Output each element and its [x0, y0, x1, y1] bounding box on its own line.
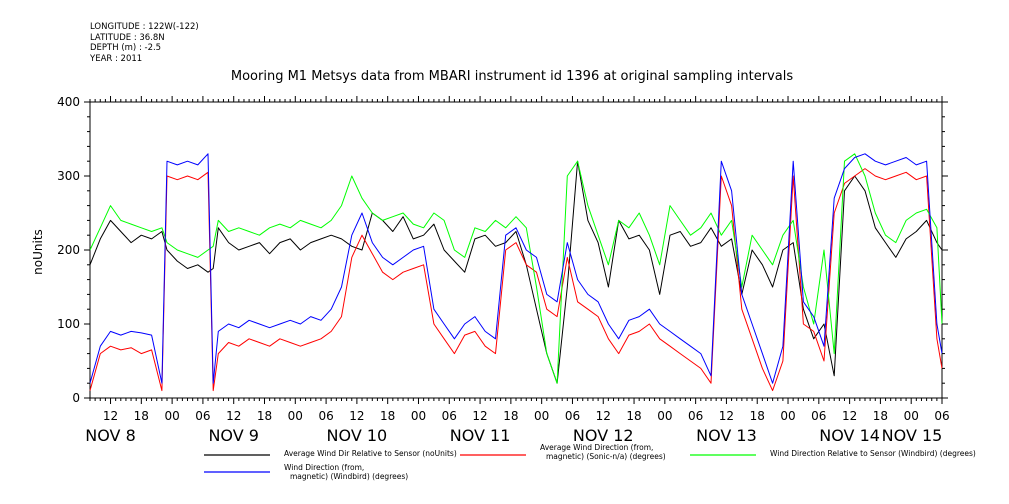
x-tick-label: 00 — [534, 409, 549, 423]
axis-group: 0 100 200 300 400 12 18 00 06 12 18 00 06 12 18 00 06 12 1… — [57, 95, 950, 445]
x-tick-label: 06 — [442, 409, 457, 423]
x-tick-label: 12 — [226, 409, 241, 423]
x-tick-label: 00 — [288, 409, 303, 423]
x-tick-label: 06 — [565, 409, 580, 423]
x-tick-label: 00 — [904, 409, 919, 423]
x-tick-label: 18 — [380, 409, 395, 423]
x-tick-label: 00 — [411, 409, 426, 423]
x-tick-label: 00 — [657, 409, 672, 423]
y-tick-label: 400 — [57, 95, 80, 109]
x-day-label: NOV 13 — [696, 426, 757, 445]
x-tick-label: 12 — [472, 409, 487, 423]
x-day-label: NOV 15 — [882, 426, 943, 445]
legend-label-1: magnetic) (Sonic-n/a) (degrees) — [546, 452, 666, 461]
x-tick-label: 18 — [503, 409, 518, 423]
legend-label-0: Average Wind Dir Relative to Sensor (noU… — [284, 449, 457, 458]
x-day-label: NOV 10 — [327, 426, 388, 445]
y-axis-label: noUnits — [31, 229, 45, 275]
series-line-0 — [89, 160, 943, 384]
y-tick-label: 100 — [57, 317, 80, 331]
y-tick-label: 0 — [72, 391, 80, 405]
x-tick-label: 18 — [257, 409, 272, 423]
series-line-2 — [89, 153, 943, 384]
x-tick-label: 06 — [934, 409, 949, 423]
x-tick-label: 06 — [318, 409, 333, 423]
x-tick-label: 12 — [719, 409, 734, 423]
x-tick-label: 18 — [873, 409, 888, 423]
x-tick-label: 18 — [750, 409, 765, 423]
y-tick-label: 300 — [57, 169, 80, 183]
latitude-text: LATITUDE : 36.8N — [90, 32, 165, 43]
series-line-3 — [89, 153, 943, 384]
x-tick-label: 12 — [596, 409, 611, 423]
chart-title: Mooring M1 Metsys data from MBARI instru… — [231, 69, 793, 84]
x-tick-label: 06 — [688, 409, 703, 423]
y-tick-label: 200 — [57, 243, 80, 257]
metadata-block: LONGITUDE : 122W(-122) LATITUDE : 36.8N … — [90, 22, 199, 64]
x-tick-label: 12 — [349, 409, 364, 423]
legend-label-3: magnetic) (Windbird) (degrees) — [290, 472, 408, 481]
year-text: YEAR : 2011 — [90, 53, 143, 64]
legend-label-2: Wind Direction Relative to Sensor (Windb… — [770, 449, 976, 458]
legend: Average Wind Dir Relative to Sensor (noU… — [204, 443, 976, 481]
series-group — [89, 153, 943, 392]
x-day-label: NOV 14 — [819, 426, 880, 445]
x-tick-label: 12 — [842, 409, 857, 423]
legend-label-3: Wind Direction (from, — [284, 463, 364, 472]
x-tick-label: 12 — [103, 409, 118, 423]
longitude-text: LONGITUDE : 122W(-122) — [90, 22, 199, 32]
x-tick-label: 06 — [195, 409, 210, 423]
legend-label-1: Average Wind Direction (from, — [540, 443, 653, 452]
series-line-1 — [89, 168, 943, 392]
x-tick-label: 06 — [811, 409, 826, 423]
x-tick-label: 18 — [134, 409, 149, 423]
depth-text: DEPTH (m) : -2.5 — [90, 43, 162, 53]
x-day-label: NOV 11 — [450, 426, 511, 445]
x-day-label: NOV 9 — [208, 426, 259, 445]
x-tick-label: 00 — [164, 409, 179, 423]
x-day-label: NOV 8 — [85, 426, 136, 445]
x-tick-label: 18 — [626, 409, 641, 423]
x-tick-label: 00 — [780, 409, 795, 423]
x-day-label: NOV 12 — [573, 426, 634, 445]
